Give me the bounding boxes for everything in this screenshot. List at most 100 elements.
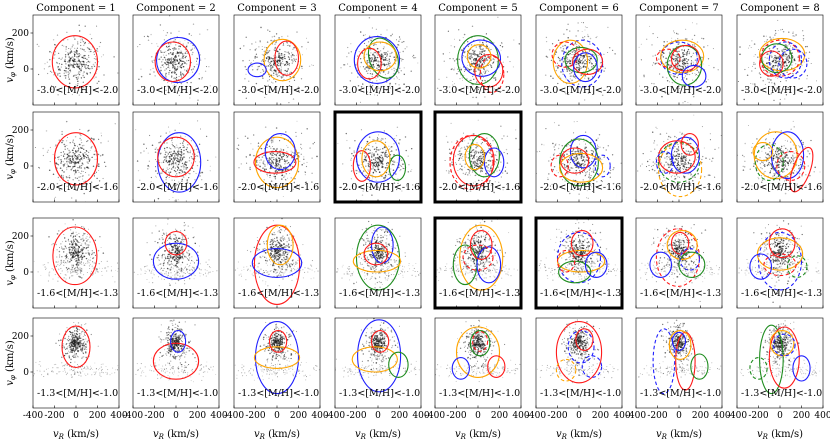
- star-point: [363, 155, 366, 157]
- star-point: [775, 55, 777, 57]
- star-point: [186, 52, 188, 54]
- star-point: [76, 78, 78, 80]
- star-point: [382, 138, 384, 140]
- star-point: [372, 138, 374, 141]
- star-point: [472, 83, 474, 86]
- star-point: [169, 88, 171, 90]
- star-point: [171, 75, 173, 77]
- star-point: [571, 79, 573, 82]
- star-point: [79, 73, 81, 75]
- star-point: [784, 98, 786, 100]
- star-point: [156, 148, 159, 151]
- star-point: [77, 149, 79, 152]
- star-point: [84, 66, 86, 68]
- star-point: [604, 67, 606, 69]
- star-point: [469, 139, 471, 141]
- star-point: [371, 168, 373, 170]
- star-point: [463, 154, 465, 156]
- star-point: [569, 75, 572, 78]
- star-point: [170, 58, 172, 60]
- star-point: [181, 89, 183, 92]
- star-point: [442, 53, 444, 55]
- star-point: [274, 86, 277, 88]
- star-point: [187, 172, 190, 174]
- star-point: [68, 158, 70, 160]
- star-point: [380, 162, 383, 164]
- star-point: [288, 102, 290, 104]
- star-point: [190, 49, 192, 51]
- star-point: [583, 156, 585, 158]
- star-point: [369, 70, 372, 72]
- star-point: [551, 43, 554, 45]
- star-point: [373, 158, 375, 161]
- star-point: [582, 22, 584, 24]
- star-point: [138, 78, 140, 80]
- star-point: [157, 197, 160, 200]
- star-point: [576, 158, 579, 160]
- star-point: [278, 62, 280, 64]
- star-point: [385, 149, 387, 151]
- star-point: [612, 182, 615, 185]
- star-point: [579, 170, 581, 172]
- star-point: [71, 56, 73, 58]
- star-point: [362, 83, 364, 85]
- star-point: [150, 181, 152, 183]
- star-point: [276, 156, 278, 158]
- star-point: [355, 64, 357, 66]
- star-point: [551, 183, 553, 186]
- star-point: [372, 177, 374, 179]
- star-point: [190, 69, 193, 71]
- star-point: [189, 151, 191, 154]
- star-point: [472, 156, 475, 159]
- star-point: [784, 60, 786, 63]
- star-point: [587, 92, 589, 94]
- star-point: [566, 60, 569, 63]
- star-point: [166, 155, 168, 157]
- star-point: [165, 72, 167, 75]
- star-point: [764, 41, 766, 43]
- star-point: [280, 54, 282, 56]
- star-point: [73, 55, 76, 57]
- star-point: [682, 59, 685, 62]
- star-point: [268, 50, 271, 52]
- star-point: [672, 89, 675, 91]
- star-point: [599, 65, 601, 67]
- star-point: [500, 161, 502, 163]
- star-point: [384, 155, 386, 158]
- star-point: [806, 75, 808, 77]
- star-point: [36, 43, 38, 46]
- star-point: [768, 81, 770, 84]
- star-point: [285, 160, 287, 162]
- star-point: [67, 65, 70, 67]
- star-point: [307, 41, 309, 43]
- star-point: [263, 73, 264, 74]
- star-point: [584, 26, 586, 28]
- star-point: [575, 174, 577, 176]
- star-point: [185, 168, 187, 170]
- star-point: [593, 163, 596, 165]
- star-point: [166, 58, 169, 61]
- star-point: [555, 157, 557, 159]
- star-point: [550, 158, 553, 161]
- star-point: [311, 181, 313, 183]
- star-point: [286, 51, 288, 53]
- star-point: [486, 69, 488, 71]
- star-point: [365, 159, 367, 161]
- star-point: [305, 37, 308, 39]
- star-point: [81, 142, 83, 144]
- star-point: [368, 177, 371, 179]
- star-point: [691, 44, 694, 46]
- star-point: [377, 69, 379, 71]
- star-point: [479, 55, 481, 58]
- star-point: [165, 45, 168, 48]
- star-point: [386, 164, 388, 167]
- star-point: [72, 179, 74, 181]
- star-point: [496, 150, 498, 153]
- star-point: [77, 80, 79, 82]
- star-point: [88, 130, 89, 132]
- star-point: [180, 50, 182, 52]
- star-point: [66, 145, 68, 146]
- star-point: [275, 154, 277, 156]
- star-point: [255, 41, 257, 43]
